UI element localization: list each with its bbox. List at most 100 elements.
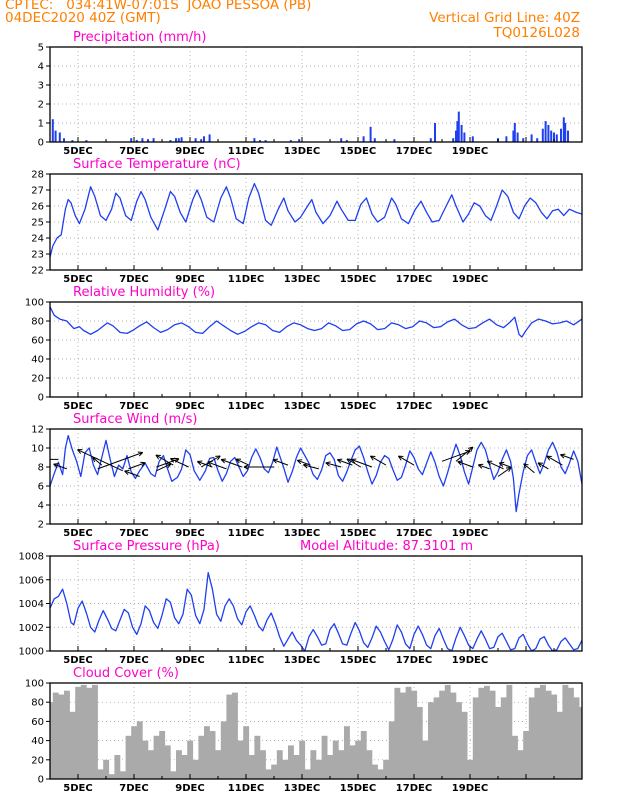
x-tick-label: 15DEC: [340, 146, 376, 157]
precip-bar: [457, 111, 460, 142]
pressure-data: [50, 571, 582, 651]
wind-vector: [156, 463, 172, 472]
wind-vector-head: [296, 459, 303, 465]
cloud-data: [50, 684, 582, 779]
cloud-bar: [344, 726, 350, 779]
precip-bar: [259, 140, 261, 142]
cloud-bar: [562, 684, 569, 779]
y-tick-label: 1002: [19, 623, 44, 634]
cloud-bar: [131, 726, 138, 779]
wind-vector: [235, 458, 250, 466]
wind-vector-head: [369, 455, 376, 461]
precip-bar: [147, 139, 149, 142]
precip-bar: [536, 138, 539, 142]
precip-bar: [455, 130, 457, 142]
precip-bar: [429, 138, 432, 142]
cloud-bar: [299, 740, 306, 779]
precip-bar: [544, 121, 547, 142]
cloud-bar: [282, 759, 289, 779]
cloud-bar: [181, 755, 188, 779]
wind-frame: [49, 428, 583, 525]
y-tick-label: 4: [38, 62, 44, 73]
cloud-bar: [528, 697, 535, 779]
x-tick-label: 15DEC: [340, 528, 376, 539]
wind-vector: [272, 459, 289, 466]
cloud-bar: [450, 692, 457, 779]
precip-bar: [562, 117, 565, 142]
cloud-bar: [551, 694, 558, 779]
precip-bar: [393, 139, 396, 142]
cloud-bar: [349, 745, 356, 779]
cloud-bar: [506, 684, 513, 779]
cloud-bar: [400, 692, 406, 779]
wind-vector-head: [346, 458, 352, 464]
cloud-bar: [321, 735, 328, 779]
model-id: TQ0126L028: [493, 25, 580, 41]
y-tick-label: 0: [38, 775, 44, 786]
y-tick-label: 0: [38, 138, 44, 149]
temperature-line: [50, 182, 582, 258]
precip-bar: [522, 138, 525, 142]
cloud-bar: [573, 697, 580, 779]
y-tick-label: 1004: [19, 599, 44, 610]
x-tick-label: 19DEC: [452, 528, 488, 539]
y-tick-label: 10: [31, 444, 44, 455]
wind-vector: [351, 459, 373, 468]
x-tick-label: 5DEC: [63, 655, 92, 666]
y-tick-label: 5: [38, 43, 44, 54]
wind-vector-head: [272, 458, 278, 464]
y-tick-label: 2: [38, 100, 44, 111]
cloud-bar: [327, 755, 334, 779]
wind-vector: [487, 460, 504, 470]
y-tick-label: 23: [31, 250, 44, 261]
cloud-frame: [49, 682, 583, 780]
cloud-bar: [316, 759, 322, 779]
cloud-bar: [50, 702, 54, 779]
precip-bar: [135, 140, 138, 142]
cloud-bar: [456, 702, 462, 779]
cloud-bar: [58, 694, 65, 779]
precip-bar: [130, 138, 133, 142]
cloud-bar: [226, 694, 233, 779]
wind-title: Surface Wind (m/s): [73, 412, 197, 427]
wind-vector-head: [546, 455, 552, 461]
precip-bar: [513, 123, 516, 142]
precip-bar: [152, 138, 155, 142]
y-tick-label: 26: [31, 202, 44, 213]
cloud-bar: [198, 735, 205, 779]
x-tick-label: 13DEC: [284, 655, 320, 666]
cloud-bar: [232, 692, 238, 779]
cloud-bar: [103, 759, 110, 779]
cloud-bar: [534, 687, 541, 779]
humidity-line: [50, 306, 582, 338]
precip-bar: [177, 138, 180, 142]
wind-vector-head: [40, 457, 45, 461]
x-tick-label: 19DEC: [452, 146, 488, 157]
wind-vector-head: [137, 451, 144, 457]
wind-vector: [77, 449, 124, 472]
wind-vector: [398, 455, 415, 466]
cloud-bar: [69, 711, 76, 779]
wind-vector-head: [465, 450, 471, 455]
cloud-bar: [120, 771, 126, 779]
cloud-bar: [355, 740, 362, 779]
x-tick-label: 7DEC: [119, 274, 148, 285]
cloud-bar: [467, 759, 474, 779]
cloud-bar: [422, 740, 429, 779]
x-tick-label: 5DEC: [63, 528, 92, 539]
precip-bar: [564, 123, 567, 142]
wind-vector-head: [325, 461, 331, 467]
wind-vector-head: [235, 458, 242, 464]
grid-line-note: Vertical Grid Line: 40Z: [429, 10, 580, 26]
cloud-bar: [428, 702, 434, 779]
cloud-bar: [288, 745, 294, 779]
precip-bar: [71, 140, 74, 142]
wind-vector: [537, 462, 549, 470]
x-tick-label: 15DEC: [340, 274, 376, 285]
wind-vector-head: [537, 462, 544, 468]
precip-bar: [63, 138, 65, 142]
y-tick-label: 25: [31, 218, 44, 229]
cloud-bar: [164, 745, 171, 779]
cloud-bar: [209, 731, 216, 779]
